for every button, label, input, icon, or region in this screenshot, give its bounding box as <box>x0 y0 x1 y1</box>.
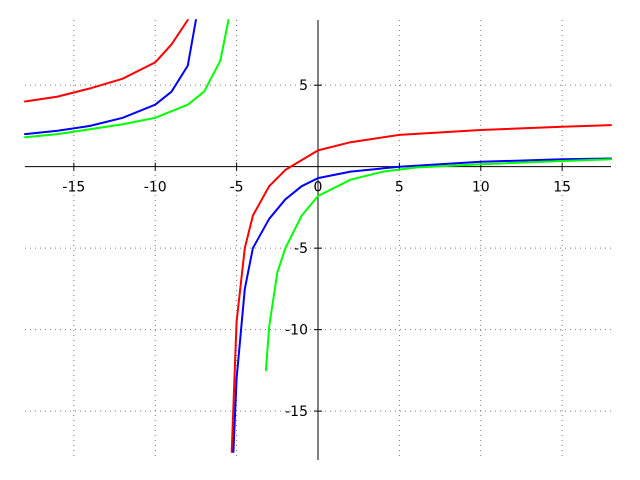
series-1-branch-1 <box>24 19 189 103</box>
grid <box>25 20 611 460</box>
x-tick-label: 5 <box>395 180 404 196</box>
y-tick-label: 5 <box>299 78 308 94</box>
series-1-branch-2 <box>230 124 612 453</box>
x-tick-label: -5 <box>230 180 244 196</box>
x-tick-label: 10 <box>472 180 490 196</box>
x-tick-label: 15 <box>553 180 571 196</box>
series-3-branch-2 <box>264 158 612 372</box>
y-tick-label: -10 <box>285 323 308 339</box>
series-layer <box>24 19 612 453</box>
tick-labels: -15 -10 -5 0 5 10 15 -15 -10 -5 5 <box>62 78 571 420</box>
series-3-branch-1 <box>24 19 230 139</box>
y-tick-label: -15 <box>285 404 308 420</box>
x-tick-label: -10 <box>144 180 167 196</box>
x-tick-label: -15 <box>62 180 85 196</box>
y-tick-label: -5 <box>294 241 308 257</box>
series-2-branch-2 <box>232 157 612 453</box>
series-2-branch-1 <box>24 19 197 136</box>
axes <box>25 20 611 460</box>
x-tick-label: 0 <box>314 180 323 196</box>
